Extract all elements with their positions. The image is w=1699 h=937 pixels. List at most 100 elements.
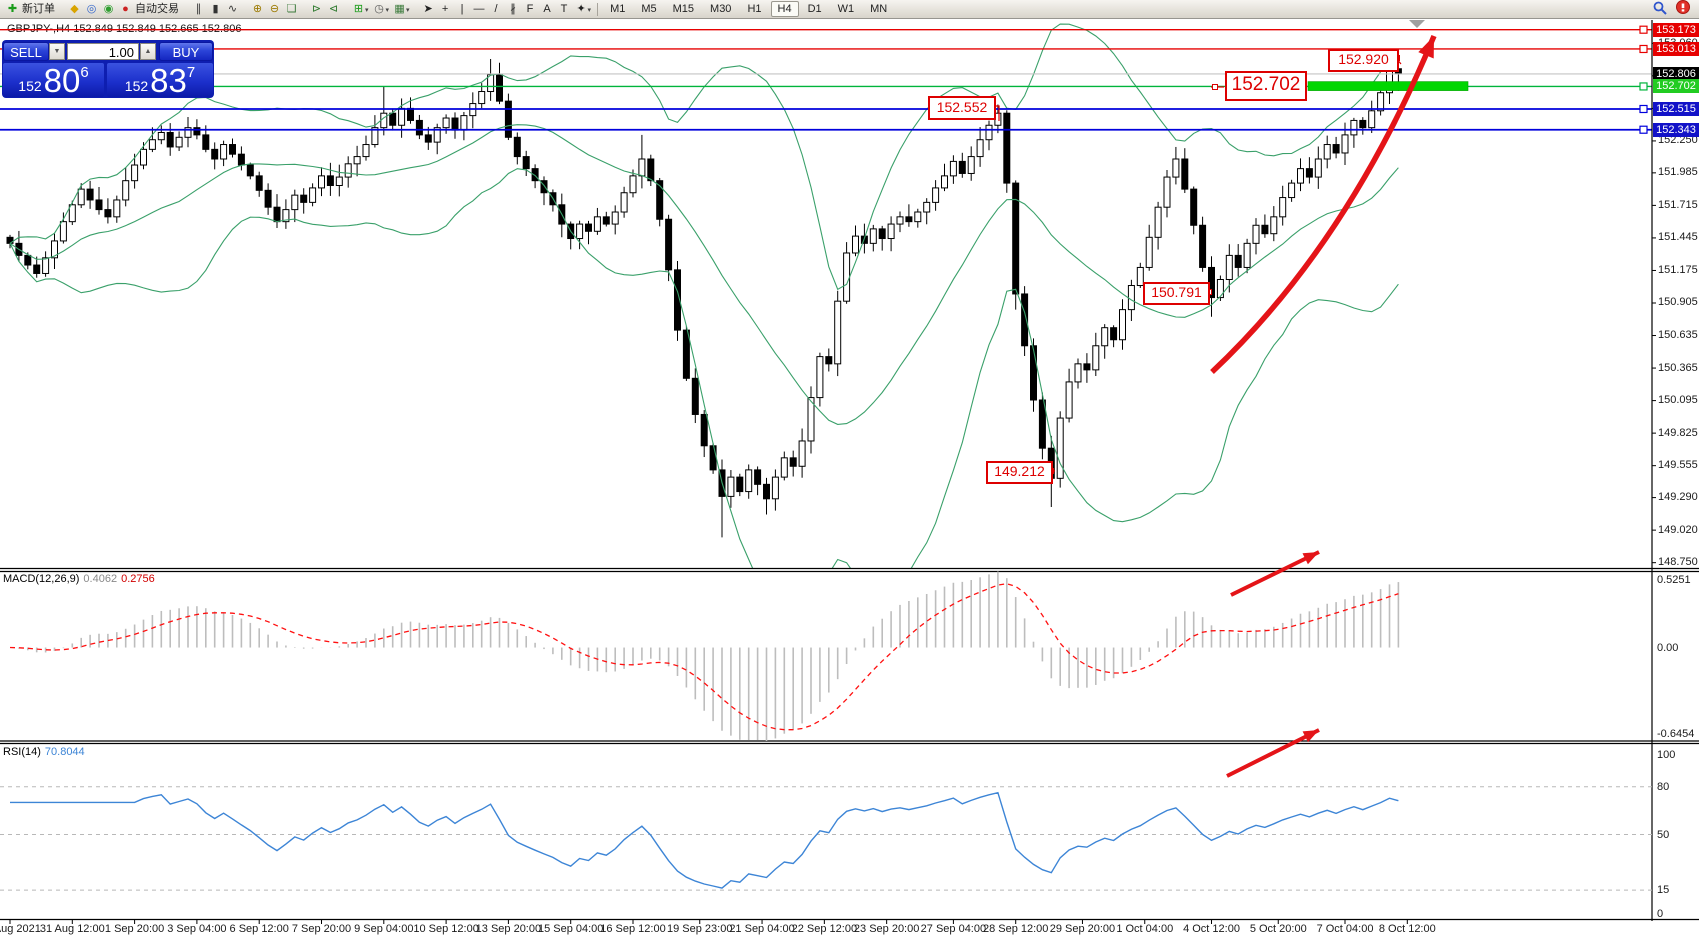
date-label: 27 Sep 04:00 bbox=[920, 923, 987, 935]
price-tick: 151.445 bbox=[1658, 231, 1698, 244]
price-line-label: 153.173 bbox=[1653, 22, 1699, 37]
bar-chart-icon[interactable]: ∥ bbox=[195, 3, 202, 15]
date-label: 7 Sep 20:00 bbox=[291, 923, 352, 935]
date-label: 5 Oct 20:00 bbox=[1249, 923, 1307, 935]
vertical-line-icon[interactable]: | bbox=[460, 3, 464, 15]
indicators-dropdown[interactable]: ⊞ bbox=[353, 3, 364, 15]
candlestick-chart-icon[interactable]: ▮ bbox=[212, 3, 219, 15]
fibonacci-icon[interactable]: F bbox=[526, 3, 534, 15]
line-chart-icon[interactable]: ∿ bbox=[227, 3, 238, 15]
price-line-label: 152.343 bbox=[1653, 122, 1699, 137]
text-icon[interactable]: A bbox=[543, 3, 551, 15]
date-label: 22 Sep 12:00 bbox=[791, 923, 858, 935]
timeframe-m30[interactable]: M30 bbox=[710, 3, 732, 15]
timeframe-m1[interactable]: M1 bbox=[610, 3, 626, 15]
date-label: 30 Aug 2021 bbox=[0, 923, 41, 935]
signals-icon[interactable]: ◉ bbox=[103, 3, 114, 15]
bullish-trend-arrow bbox=[1210, 34, 1437, 375]
candlestick-series bbox=[6, 58, 1402, 538]
equidistant-channel-icon[interactable]: ∦ bbox=[510, 3, 516, 15]
chart-shift-marker bbox=[1409, 20, 1425, 28]
volume-decrease-button[interactable]: ▼ bbox=[49, 43, 65, 60]
bid-pip-digit: 6 bbox=[80, 64, 89, 81]
autotrading-icon[interactable]: ● bbox=[122, 3, 129, 15]
rsi-axis-50: 50 bbox=[1657, 828, 1670, 841]
date-label: 3 Sep 04:00 bbox=[167, 923, 227, 935]
sell-button[interactable]: SELL bbox=[3, 42, 49, 61]
periods-dropdown-arrow[interactable]: ▾ bbox=[385, 7, 390, 14]
tile-windows-icon[interactable]: ❏ bbox=[286, 3, 297, 15]
accounts-icon[interactable]: ◎ bbox=[86, 3, 97, 15]
crosshair-icon[interactable]: + bbox=[441, 3, 449, 15]
date-label: 21 Sep 04:00 bbox=[729, 923, 795, 935]
volume-increase-button[interactable]: ▲ bbox=[140, 43, 156, 60]
price-tick: 152.250 bbox=[1658, 134, 1698, 147]
price-annotation-150.791[interactable]: 150.791 bbox=[1143, 282, 1210, 305]
volume-input[interactable]: 1.00 bbox=[67, 43, 139, 60]
rsi-axis-80: 80 bbox=[1657, 780, 1670, 793]
search-icon[interactable] bbox=[1653, 1, 1667, 18]
arrows-dropdown[interactable]: ✦ bbox=[576, 3, 586, 15]
date-label: 1 Oct 04:00 bbox=[1116, 923, 1174, 935]
date-label: 6 Sep 12:00 bbox=[229, 923, 289, 935]
macd-axis-max: 0.5251 bbox=[1657, 573, 1691, 586]
toolbar-right bbox=[1653, 0, 1691, 18]
timeframe-toolbar: M1 M5 M15 M30 H1 H4 D1 W1 MN bbox=[602, 1, 895, 17]
price-line-label: 153.013 bbox=[1653, 41, 1699, 56]
text-label-icon[interactable]: T bbox=[560, 3, 568, 15]
timeframe-d1[interactable]: D1 bbox=[807, 3, 822, 15]
autotrading-label[interactable]: 自动交易 bbox=[135, 3, 179, 15]
rsi-value: 70.8044 bbox=[44, 746, 85, 758]
periods-dropdown[interactable]: ◷ bbox=[374, 3, 384, 15]
price-tick: 150.365 bbox=[1658, 361, 1698, 374]
timeframe-w1[interactable]: W1 bbox=[837, 3, 855, 15]
date-label: 13 Sep 20:00 bbox=[475, 923, 542, 935]
price-tick: 151.985 bbox=[1658, 166, 1698, 179]
bid-price[interactable]: 152 80 6 bbox=[3, 63, 104, 97]
date-label: 8 Oct 12:00 bbox=[1378, 923, 1436, 935]
macd-axis-zero: 0.00 bbox=[1657, 641, 1679, 654]
price-annotation-152.552[interactable]: 152.552 bbox=[928, 96, 996, 120]
buy-button[interactable]: BUY bbox=[159, 42, 213, 61]
chart-shift-icon[interactable]: ⊲ bbox=[328, 3, 339, 15]
arrows-dropdown-arrow[interactable]: ▾ bbox=[587, 7, 592, 14]
price-tick: 149.555 bbox=[1658, 459, 1698, 472]
rsi-axis-100: 100 bbox=[1657, 749, 1676, 761]
macd-signal-value: 0.2756 bbox=[121, 573, 155, 585]
price-tick: 148.750 bbox=[1658, 556, 1698, 569]
rsi-momentum-arrow bbox=[1226, 728, 1320, 778]
macd-indicator-label: MACD(12,26,9) 0.4062 0.2756 bbox=[3, 573, 155, 585]
auto-scroll-icon[interactable]: ⊳ bbox=[311, 3, 322, 15]
price-annotation-152.920[interactable]: 152.920 bbox=[1328, 49, 1399, 72]
price-tick: 150.905 bbox=[1658, 296, 1698, 309]
new-order-label[interactable]: 新订单 bbox=[22, 3, 55, 15]
macd-name: MACD(12,26,9) bbox=[3, 573, 80, 585]
cursor-icon[interactable]: ➤ bbox=[423, 3, 433, 15]
indicators-dropdown-arrow[interactable]: ▾ bbox=[365, 7, 369, 14]
trendline-icon[interactable]: / bbox=[494, 3, 498, 15]
price-annotation-152.702[interactable]: 152.702 bbox=[1225, 71, 1307, 101]
ask-price[interactable]: 152 83 7 bbox=[107, 63, 213, 97]
new-order-icon[interactable]: ✚ bbox=[7, 3, 18, 15]
ask-main-digits: 83 bbox=[150, 62, 187, 99]
date-label: 1 Sep 20:00 bbox=[104, 923, 165, 935]
price-tick: 151.715 bbox=[1658, 198, 1698, 211]
zoom-in-icon[interactable]: ⊕ bbox=[252, 3, 263, 15]
horizontal-line-icon[interactable]: — bbox=[473, 3, 485, 15]
templates-dropdown-arrow[interactable]: ▾ bbox=[406, 7, 410, 14]
timeframe-m5[interactable]: M5 bbox=[641, 3, 657, 15]
timeframe-h4[interactable]: H4 bbox=[770, 1, 799, 17]
timeframe-m15[interactable]: M15 bbox=[672, 3, 695, 15]
timeframe-mn[interactable]: MN bbox=[870, 3, 888, 15]
zoom-out-icon[interactable]: ⊖ bbox=[269, 3, 280, 15]
price-annotation-149.212[interactable]: 149.212 bbox=[986, 461, 1053, 484]
rsi-line bbox=[10, 791, 1399, 889]
price-tick: 150.635 bbox=[1658, 329, 1698, 342]
price-tick: 149.020 bbox=[1658, 523, 1698, 536]
history-center-icon[interactable]: ◆ bbox=[70, 3, 79, 15]
templates-dropdown[interactable]: ▦ bbox=[394, 3, 405, 15]
notifications-icon[interactable] bbox=[1675, 0, 1691, 18]
date-label: 28 Sep 12:00 bbox=[982, 923, 1049, 935]
timeframe-h1[interactable]: H1 bbox=[747, 3, 762, 15]
